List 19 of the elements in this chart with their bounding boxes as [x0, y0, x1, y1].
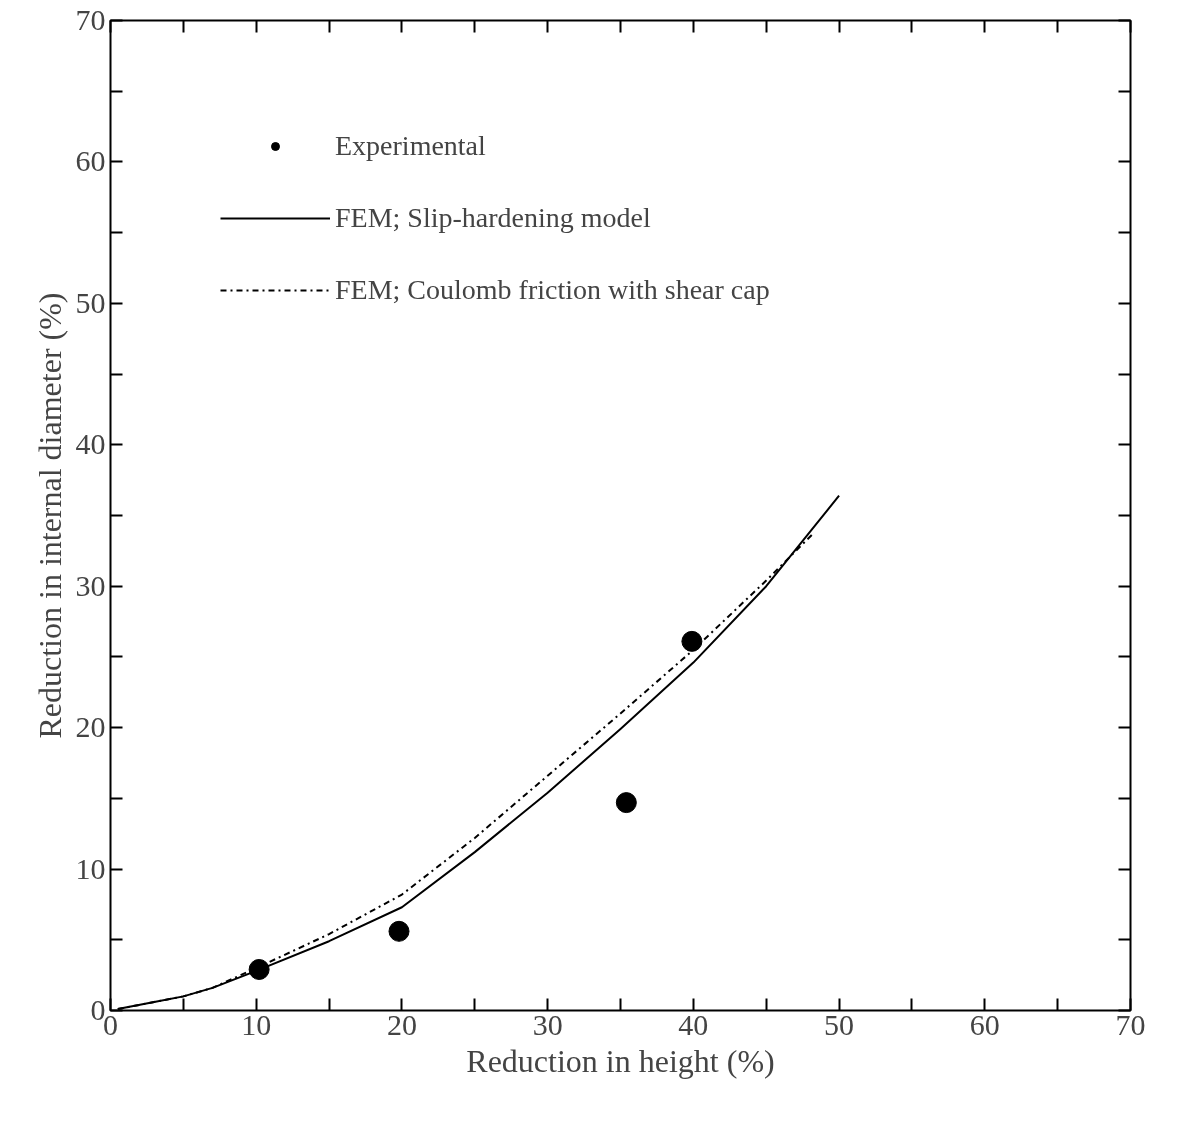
x-tick-label: 20 — [386, 1007, 417, 1041]
y-tick-label: 20 — [75, 710, 106, 744]
x-tick-label: 40 — [678, 1007, 709, 1041]
y-tick-label: 40 — [75, 427, 106, 461]
y-tick-label: 60 — [75, 144, 106, 178]
x-tick-label: 70 — [1115, 1007, 1146, 1041]
x-tick-label: 50 — [824, 1007, 855, 1041]
legend-label: Experimental — [335, 130, 486, 162]
x-tick-label: 30 — [532, 1007, 563, 1041]
legend-label: FEM; Coulomb friction with shear cap — [335, 274, 770, 306]
y-tick-label: 50 — [75, 285, 106, 319]
x-tick-label: 10 — [241, 1007, 272, 1041]
y-axis-title: Reduction in internal diameter (%) — [31, 292, 68, 739]
x-axis-title: Reduction in height (%) — [466, 1042, 775, 1079]
x-tick-label: 60 — [969, 1007, 1000, 1041]
y-tick-label: 30 — [75, 568, 106, 602]
legend-label: FEM; Slip-hardening model — [335, 202, 651, 234]
y-tick-label: 10 — [75, 851, 106, 885]
y-tick-label: 70 — [75, 3, 106, 36]
